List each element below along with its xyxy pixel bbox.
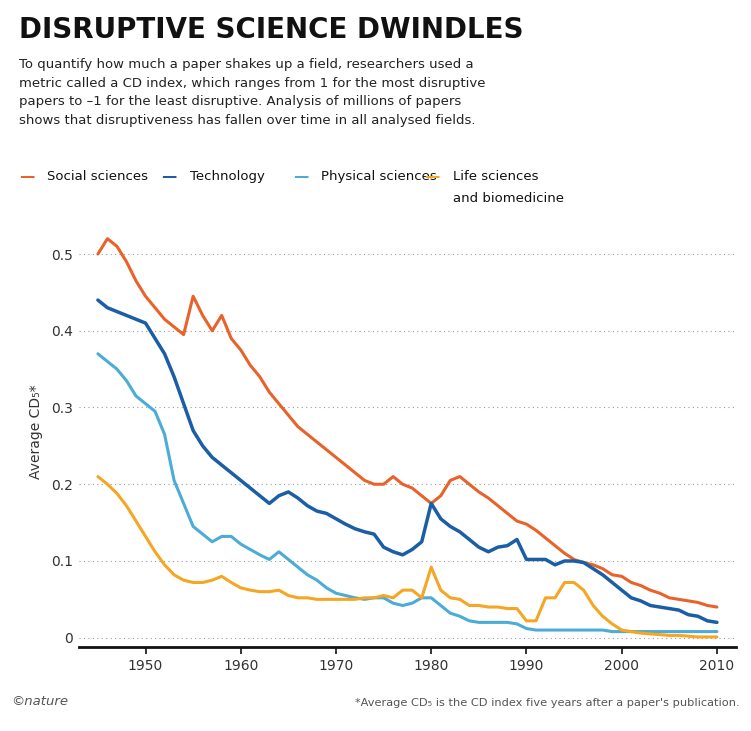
- Text: Technology: Technology: [190, 170, 265, 183]
- Text: —: —: [293, 170, 308, 184]
- Text: and biomedicine: and biomedicine: [453, 192, 564, 205]
- Text: *Average CD₅ is the CD index five years after a paper's publication.: *Average CD₅ is the CD index five years …: [355, 697, 740, 708]
- Text: —: —: [19, 170, 34, 184]
- Y-axis label: Average CD₅*: Average CD₅*: [29, 384, 43, 479]
- Text: To quantify how much a paper shakes up a field, researchers used a
metric called: To quantify how much a paper shakes up a…: [19, 58, 485, 127]
- Text: Social sciences: Social sciences: [47, 170, 148, 183]
- Text: Life sciences: Life sciences: [453, 170, 538, 183]
- Text: —: —: [161, 170, 176, 184]
- Text: Physical sciences: Physical sciences: [321, 170, 437, 183]
- Text: ©nature: ©nature: [11, 694, 68, 708]
- Text: —: —: [424, 170, 439, 184]
- Text: DISRUPTIVE SCIENCE DWINDLES: DISRUPTIVE SCIENCE DWINDLES: [19, 16, 523, 44]
